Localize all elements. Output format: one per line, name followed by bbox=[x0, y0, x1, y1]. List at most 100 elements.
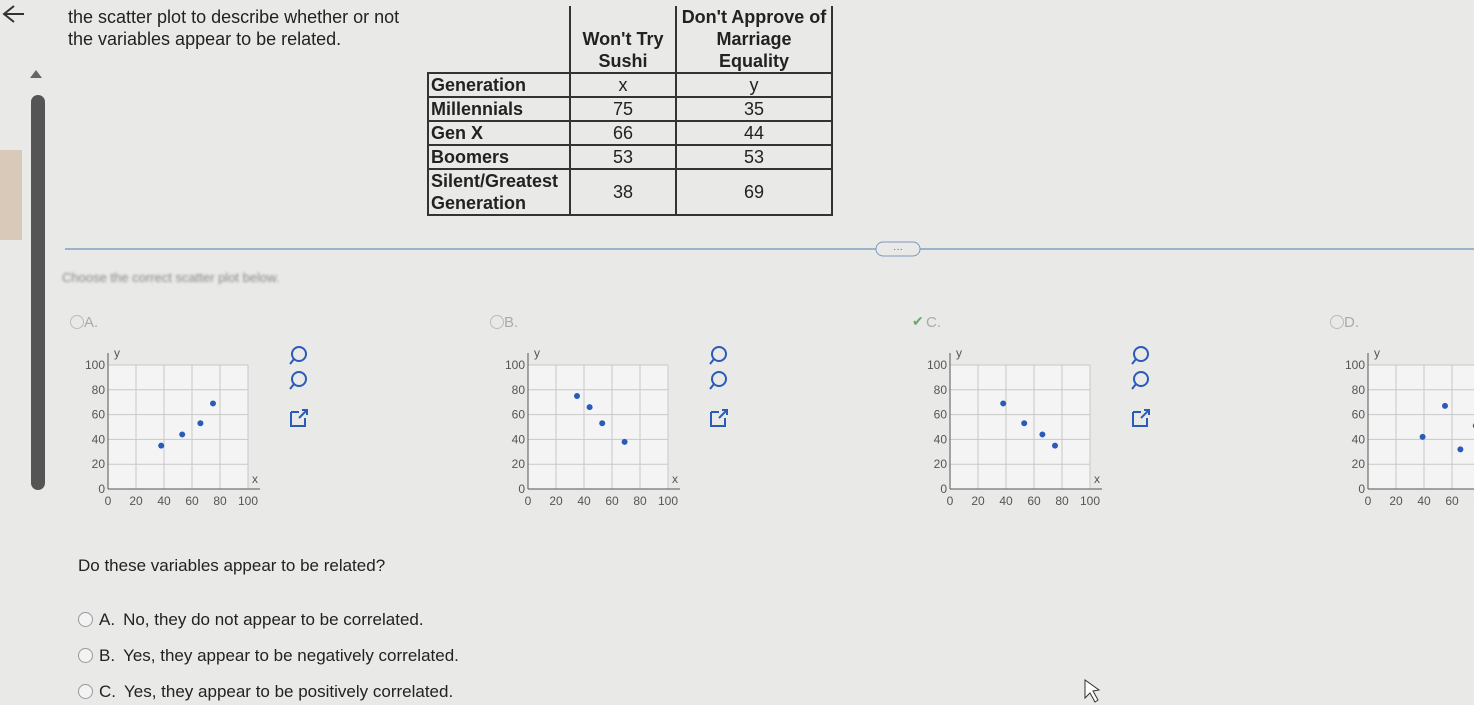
option-label: B. bbox=[504, 314, 519, 331]
y-tick-label: 40 bbox=[512, 432, 526, 446]
plot-tools bbox=[1131, 346, 1150, 427]
value-cell: 38 bbox=[569, 168, 677, 216]
data-point bbox=[599, 420, 606, 427]
x-tick-label: 20 bbox=[129, 494, 143, 508]
zoom-in[interactable] bbox=[709, 346, 727, 365]
header-spacer bbox=[428, 6, 570, 73]
option-radio bbox=[70, 315, 84, 329]
zoom-out[interactable] bbox=[289, 371, 307, 390]
handle bbox=[1131, 358, 1137, 365]
y-axis-label: y bbox=[114, 346, 120, 360]
open-external[interactable] bbox=[1132, 409, 1150, 427]
y-tick-label: 0 bbox=[518, 482, 525, 496]
data-point bbox=[621, 438, 628, 445]
generation-cell: Silent/Greatest Generation bbox=[427, 168, 571, 216]
header-cell: Won't Try Sushi bbox=[569, 6, 677, 74]
option-radio bbox=[490, 315, 504, 329]
lens bbox=[711, 371, 727, 387]
expand-button[interactable] bbox=[875, 241, 921, 257]
header-cell: Don't Approve of Marriage Equality bbox=[675, 6, 833, 74]
table-row: Gen X 66 44 bbox=[427, 120, 833, 146]
y-tick-label: 0 bbox=[940, 482, 947, 496]
zoom-out[interactable] bbox=[1131, 371, 1149, 390]
edge-shade bbox=[0, 150, 22, 240]
zoom-out[interactable] bbox=[709, 371, 727, 390]
back-arrow[interactable] bbox=[2, 5, 24, 23]
option-label: C. bbox=[926, 314, 941, 331]
x-tick-label: 0 bbox=[947, 494, 954, 508]
x-tick-label: 60 bbox=[605, 494, 619, 508]
y-tick-label: 80 bbox=[1352, 383, 1366, 397]
y-tick-label: 80 bbox=[934, 383, 948, 397]
scroll-up[interactable] bbox=[30, 70, 42, 78]
y-axis-label: y bbox=[1374, 346, 1380, 360]
radio bbox=[78, 684, 93, 699]
y-tick-label: 20 bbox=[1352, 457, 1366, 471]
subheader-row: Generation x y bbox=[427, 72, 833, 98]
header-row: Won't Try Sushi Don't Approve of Marriag… bbox=[428, 6, 833, 74]
y-tick-label: 100 bbox=[505, 358, 525, 372]
answer-choice[interactable]: B. Yes, they appear to be negatively corr… bbox=[78, 646, 459, 666]
answer-choice[interactable]: C. Yes, they appear to be positively corr… bbox=[78, 682, 453, 702]
zoom-in[interactable] bbox=[1131, 346, 1149, 365]
value-cell: 75 bbox=[569, 96, 677, 122]
data-point bbox=[1052, 442, 1058, 449]
plot-area bbox=[528, 365, 668, 489]
y-tick-label: 0 bbox=[98, 482, 105, 496]
data-point bbox=[574, 393, 580, 399]
choice-text: No, they do not appear to be correlated. bbox=[123, 610, 424, 629]
choice-text: Yes, they appear to be positively correl… bbox=[124, 682, 454, 701]
y-axis-label: y bbox=[956, 346, 962, 360]
y-tick-label: 20 bbox=[934, 457, 948, 471]
header-cell: Generation bbox=[427, 72, 571, 98]
radio bbox=[78, 648, 93, 663]
expand-dots: ··· bbox=[893, 244, 903, 255]
x-tick-label: 80 bbox=[213, 494, 227, 508]
x-tick-label: 60 bbox=[1027, 494, 1041, 508]
scatter-plot: 00 20 20 40 40 60 60 80 80 100 100 x y bbox=[505, 346, 680, 508]
table-body: Millennials 75 35 Gen X 66 44 Boomers 53 53 Silen… bbox=[427, 96, 833, 216]
value-cell: 35 bbox=[675, 96, 833, 122]
y-tick-label: 20 bbox=[92, 457, 106, 471]
option-label: D. bbox=[1344, 314, 1359, 331]
x-tick-label: 40 bbox=[1417, 494, 1431, 508]
handle bbox=[709, 383, 715, 390]
choice-letter: B. bbox=[99, 646, 116, 665]
data-table: Won't Try Sushi Don't Approve of Marriag… bbox=[427, 6, 833, 216]
x-axis-label: x bbox=[252, 472, 258, 486]
generation-cell: Gen X bbox=[427, 120, 571, 146]
x-tick-label: 40 bbox=[157, 494, 171, 508]
subheader-cell: x bbox=[569, 72, 677, 98]
handle bbox=[709, 358, 715, 365]
subheader-cell: y bbox=[675, 72, 833, 98]
x-tick-label: 60 bbox=[1445, 494, 1459, 508]
y-tick-label: 80 bbox=[512, 383, 526, 397]
lens bbox=[1133, 346, 1149, 362]
x-tick-label: 40 bbox=[577, 494, 591, 508]
data-point bbox=[586, 404, 593, 411]
table-row: Millennials 75 35 bbox=[427, 96, 833, 122]
y-tick-label: 40 bbox=[1352, 432, 1366, 446]
data-point bbox=[197, 420, 204, 427]
table-row: Silent/Greatest Generation 38 69 bbox=[427, 168, 833, 216]
y-tick-label: 60 bbox=[92, 408, 106, 422]
scrollbar[interactable] bbox=[31, 95, 45, 490]
data-point bbox=[210, 400, 216, 407]
open-external[interactable] bbox=[290, 409, 308, 427]
cursor bbox=[1084, 679, 1101, 703]
x-axis-label: x bbox=[672, 472, 678, 486]
data-point bbox=[1021, 420, 1028, 427]
x-tick-label: 0 bbox=[1365, 494, 1372, 508]
x-tick-label: 80 bbox=[633, 494, 647, 508]
zoom-in[interactable] bbox=[289, 346, 307, 365]
scatter-plot: 00 20 20 40 40 60 60 80 80 100 100 x y bbox=[927, 346, 1102, 508]
y-tick-label: 60 bbox=[1352, 408, 1366, 422]
open-external[interactable] bbox=[710, 409, 728, 427]
answer-choice[interactable]: A. No, they do not appear to be correlate… bbox=[78, 610, 424, 630]
x-tick-label: 100 bbox=[1080, 494, 1100, 508]
x-tick-label: 20 bbox=[1389, 494, 1403, 508]
x-tick-label: 0 bbox=[105, 494, 112, 508]
